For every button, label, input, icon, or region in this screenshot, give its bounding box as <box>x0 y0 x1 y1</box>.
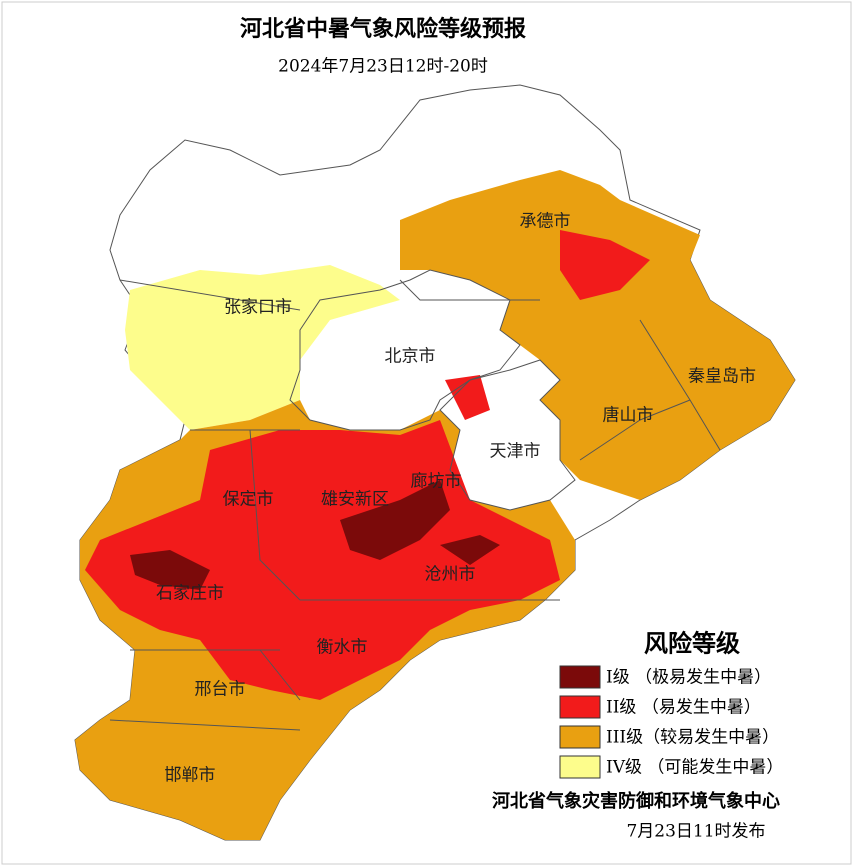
city-label: 承德市 <box>520 212 571 232</box>
risk-area <box>400 170 795 500</box>
city-label: 保定市 <box>223 490 274 510</box>
city-label: 衡水市 <box>317 638 368 658</box>
hebei <box>74 84 796 841</box>
risk-area <box>130 480 500 590</box>
tianjin-border <box>439 359 576 511</box>
legend-swatch <box>559 665 601 689</box>
legend-title: 风险等级 <box>644 629 740 658</box>
risk-area <box>445 230 650 420</box>
city-label: 邯郸市 <box>165 766 216 786</box>
city-label: 唐山市 <box>603 405 654 426</box>
legend-label: II级 （易发生中暑） <box>606 698 761 718</box>
city-label: 雄安新区 <box>321 490 389 510</box>
city-label: 北京市 <box>385 347 436 367</box>
beijing-border <box>289 269 521 431</box>
legend-label: IV级 （可能发生中暑） <box>606 758 783 778</box>
legend-swatch <box>559 725 601 749</box>
legend-swatch <box>559 755 601 779</box>
issuer: 河北省气象灾害防御和环境气象中心 <box>492 790 780 812</box>
city-label: 邢台市 <box>195 680 246 700</box>
issued-time: 7月23日11时发布 <box>626 822 765 842</box>
city-label: 沧州市 <box>425 565 476 585</box>
legend: 风险等级 I级 （极易发生中暑） II级 （易发生中暑） III级（较易发生中暑） I… <box>559 629 783 779</box>
city-label: 石家庄市 <box>156 584 224 604</box>
risk-area <box>125 265 400 430</box>
city-borders <box>109 279 721 731</box>
subtitle: 2024年7月23日12时-20时 <box>278 57 488 77</box>
legend-label: I级 （极易发生中暑） <box>606 668 771 688</box>
legend-swatch <box>559 695 601 719</box>
city-label: 廊坊市 <box>411 472 462 492</box>
title: 河北省中暑气象风险等级预报 <box>240 16 526 42</box>
city-label: 天津市 <box>490 442 541 462</box>
city-label: 秦皇岛市 <box>688 367 756 387</box>
city-labels: 承德市 张家口市 北京市 秦皇岛市 唐山市 天津市 廊坊市 保定市 雄安新区 沧… <box>156 212 756 786</box>
legend-label: III级（较易发生中暑） <box>606 728 779 748</box>
city-label: 张家口市 <box>224 298 292 318</box>
